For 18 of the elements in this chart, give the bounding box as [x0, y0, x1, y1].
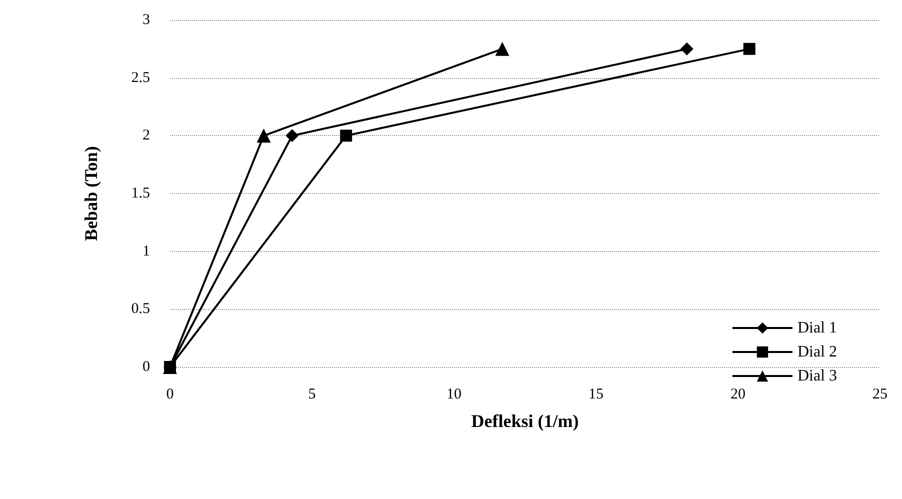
legend-label: Dial 1: [797, 320, 837, 336]
y-tick-label: 1: [142, 243, 150, 260]
x-tick-label: 5: [308, 386, 316, 402]
x-tick-label: 20: [730, 386, 746, 402]
y-tick-label: 1.5: [131, 186, 150, 202]
y-tick-label: 2: [142, 128, 150, 144]
x-tick-label: 0: [166, 386, 174, 402]
y-tick-label: 0.5: [131, 301, 150, 318]
x-tick-label: 25: [872, 386, 888, 402]
y-tick-label: 2.5: [131, 70, 150, 86]
y-tick-label: 3: [142, 12, 150, 28]
legend-label: Dial 3: [797, 368, 837, 384]
y-axis-title: Bebab (Ton): [81, 146, 101, 241]
x-axis-title: Defleksi (1/m): [471, 411, 579, 431]
legend-label: Dial 2: [797, 344, 837, 360]
x-tick-label: 10: [446, 386, 462, 402]
y-tick-label: 0: [142, 359, 150, 375]
x-tick-label: 15: [588, 386, 604, 402]
